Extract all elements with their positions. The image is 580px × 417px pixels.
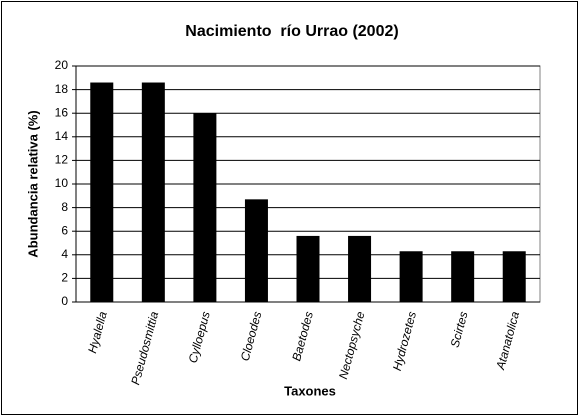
bar: [296, 235, 320, 302]
x-axis-title: Taxones: [284, 383, 336, 398]
y-tick-label: 8: [61, 200, 68, 214]
y-tick-label: 14: [55, 129, 69, 143]
chart-title: Nacimiento río Urrao (2002): [185, 23, 398, 40]
y-axis-title: Abundancia relativa (%): [25, 110, 40, 257]
y-tick-label: 12: [55, 153, 69, 167]
bar: [90, 82, 114, 303]
bar: [348, 235, 372, 302]
bar: [502, 251, 526, 302]
bar: [193, 113, 217, 302]
bar: [399, 251, 423, 302]
y-tick-label: 18: [55, 82, 69, 96]
y-tick-label: 10: [55, 176, 69, 190]
y-tick-label: 0: [61, 294, 68, 308]
bar: [451, 251, 475, 302]
y-tick-label: 6: [61, 223, 68, 237]
y-tick-label: 4: [61, 247, 68, 261]
y-tick-label: 2: [61, 271, 68, 285]
bar: [141, 82, 165, 303]
y-tick-label: 20: [55, 58, 69, 72]
y-tick-label: 16: [55, 105, 69, 119]
bar: [244, 199, 268, 302]
